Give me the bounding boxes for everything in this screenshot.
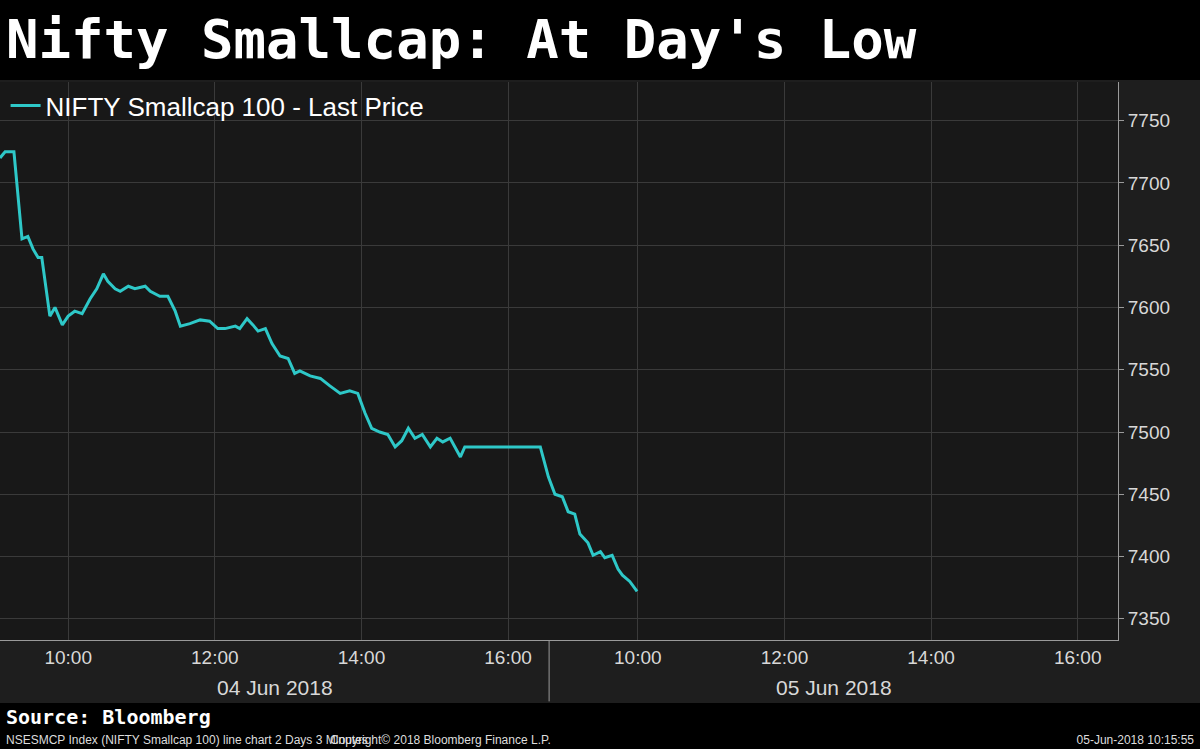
svg-text:04 Jun 2018: 04 Jun 2018 [217, 676, 333, 699]
svg-text:12:00: 12:00 [191, 647, 239, 668]
html-text:NSESMCP Index (NIFTY Smallcap: NSESMCP Index (NIFTY Smallcap 100) line … [6, 733, 368, 747]
html-text:Copyright© 2018 Bloomberg Fina: Copyright© 2018 Bloomberg Finance L.P. [330, 733, 551, 747]
html-text:Nifty Smallcap: At Day's Low: Nifty Smallcap: At Day's Low [6, 8, 917, 71]
svg-text:7700: 7700 [1128, 173, 1170, 194]
svg-text:16:00: 16:00 [484, 647, 532, 668]
svg-text:14:00: 14:00 [338, 647, 386, 668]
svg-text:12:00: 12:00 [761, 647, 809, 668]
svg-text:14:00: 14:00 [907, 647, 955, 668]
svg-text:10:00: 10:00 [614, 647, 662, 668]
svg-text:05 Jun 2018: 05 Jun 2018 [776, 676, 892, 699]
svg-text:7350: 7350 [1128, 608, 1170, 629]
svg-text:7500: 7500 [1128, 422, 1170, 443]
svg-text:7750: 7750 [1128, 110, 1170, 131]
svg-text:NIFTY Smallcap 100 - Last Pric: NIFTY Smallcap 100 - Last Price [46, 92, 424, 122]
svg-text:7550: 7550 [1128, 359, 1170, 380]
html-text:Source: Bloomberg: Source: Bloomberg [6, 705, 211, 729]
svg-text:16:00: 16:00 [1054, 647, 1102, 668]
svg-text:10:00: 10:00 [44, 647, 92, 668]
html-text:05-Jun-2018 10:15:55: 05-Jun-2018 10:15:55 [1076, 733, 1194, 747]
svg-text:7600: 7600 [1128, 297, 1170, 318]
svg-text:7450: 7450 [1128, 484, 1170, 505]
svg-text:7400: 7400 [1128, 546, 1170, 567]
svg-text:7650: 7650 [1128, 235, 1170, 256]
